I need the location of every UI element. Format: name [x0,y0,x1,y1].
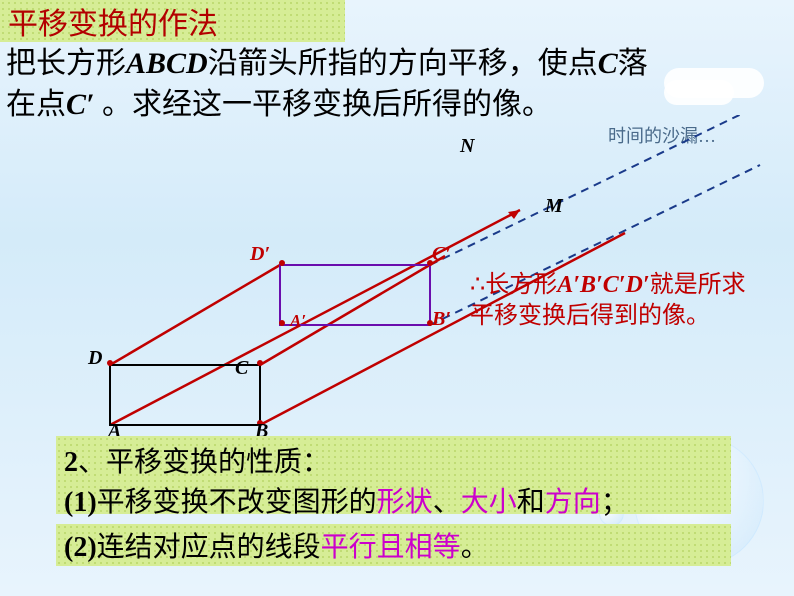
hl: 方向 [545,487,601,518]
property-band-2: (2)连结对应点的线段平行且相等。 [56,524,731,566]
hl: 平行且相等 [321,532,461,563]
label-Cprime: C′ [432,243,451,266]
property-heading: 2、平移变换的性质： [64,440,723,480]
rect-label: ABCD [126,47,208,80]
label-Dprime: D′ [250,243,270,266]
page-title: 平移变换的作法 [8,0,218,43]
text: 把长方形 [6,47,126,80]
label-Bprime: B′ [432,308,451,331]
text: 、 [433,487,461,518]
conclusion-text: ∴长方形A′B′C′D′就是所求平移变换后得到的像。 [470,270,764,332]
num: (1) [64,487,97,518]
hl: 形状 [377,487,433,518]
hl: 大小 [461,487,517,518]
label-M: M [545,195,563,218]
point-label: C [598,47,618,80]
text: 和 [517,487,545,518]
problem-statement: 把长方形ABCD沿箭头所指的方向平移，使点C落 在点C′ 。求经这一平移变换后所… [6,44,784,125]
label-C: C [235,357,248,380]
label-N: N [460,135,474,158]
text: 连结对应点的线段 [97,532,321,563]
label-Aprime: A′ [290,311,306,331]
text: 。 [461,532,489,563]
geometry-diagram: N M D′ C′ A′ B′ D C A B [0,115,794,415]
text: 落 [618,47,648,80]
property-band-1: 2、平移变换的性质： (1)平移变换不改变图形的形状、大小和方向； [56,436,731,514]
text: ； [601,487,629,518]
property-1: (1)平移变换不改变图形的形状、大小和方向； [64,480,723,520]
text: 长方形 [485,272,557,298]
num: (2) [64,532,97,563]
property-2: (2)连结对应点的线段平行且相等。 [64,525,489,565]
rect-prime-label: A′B′C′D′ [557,272,649,298]
title-band: 平移变换的作法 [0,0,345,42]
text: 、平移变换的性质： [78,447,330,478]
label-D: D [88,347,102,370]
num: 2 [64,447,78,478]
text: 沿箭头所指的方向平移，使点 [208,47,598,80]
text: 平移变换不改变图形的 [97,487,377,518]
therefore-symbol: ∴ [470,272,485,298]
